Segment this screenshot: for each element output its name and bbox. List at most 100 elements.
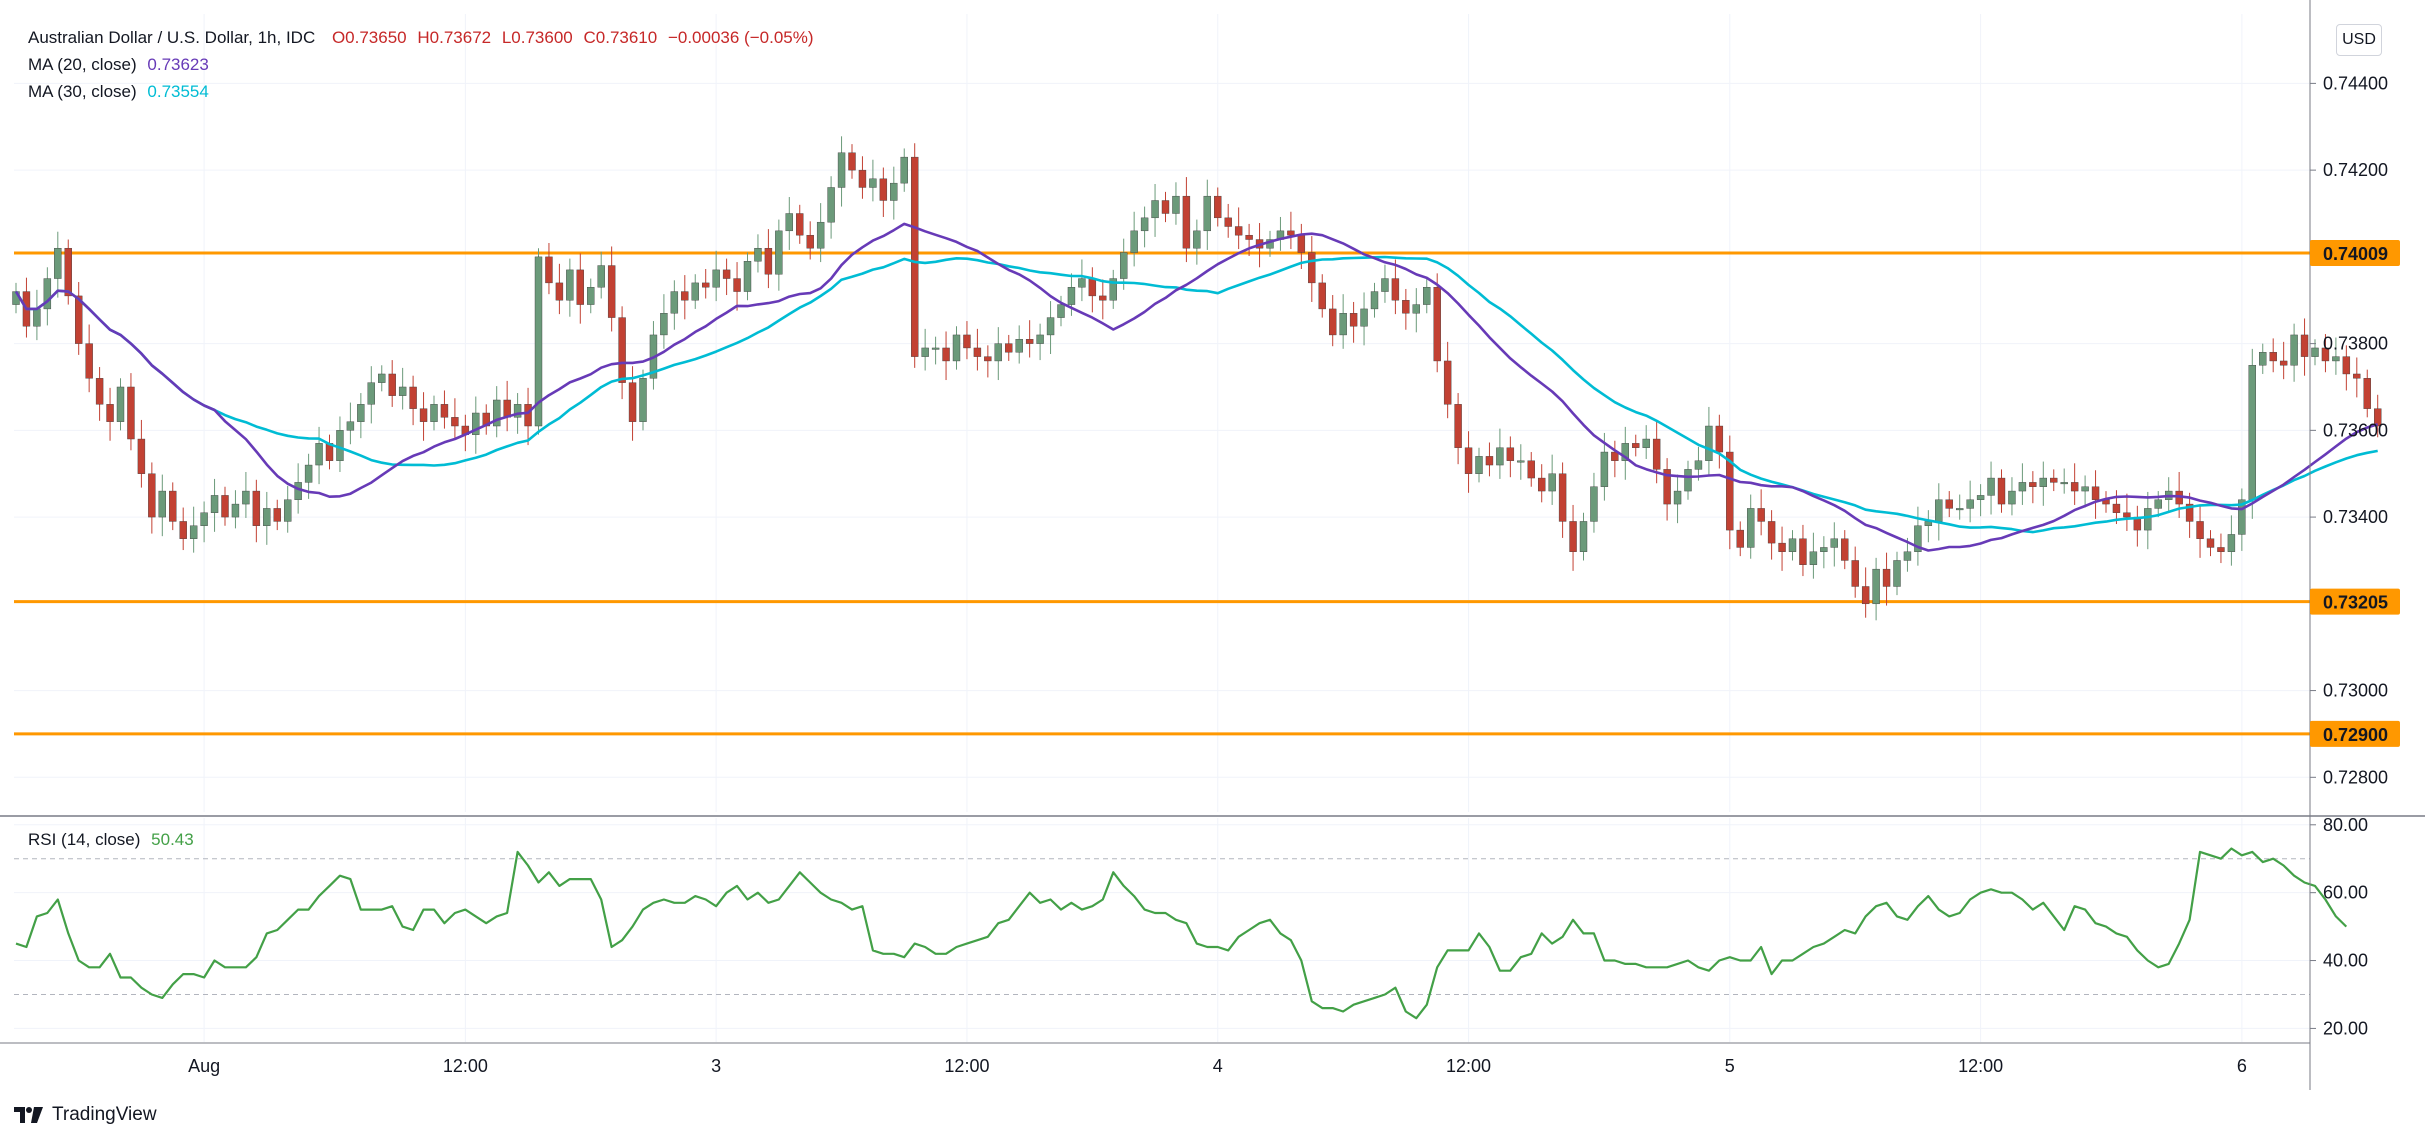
candle-body <box>200 512 208 526</box>
candle-body <box>440 404 449 418</box>
candle-body <box>367 382 375 405</box>
candle-body <box>1130 230 1138 253</box>
candle-body <box>1621 443 1630 461</box>
candle-body <box>681 291 689 301</box>
candle-body <box>2227 534 2236 552</box>
candle-body <box>1140 217 1149 232</box>
candle-body <box>1078 278 1086 288</box>
candle-body <box>2248 365 2257 500</box>
candle-body <box>1757 508 1765 522</box>
candle-body <box>1705 425 1713 461</box>
y-tick-label: 0.73600 <box>2323 420 2388 440</box>
candle-body <box>1935 499 1943 522</box>
candle-body <box>1579 521 1588 552</box>
candle-body <box>179 521 187 539</box>
candle-body <box>1423 287 1431 305</box>
candle-body <box>419 408 428 422</box>
candle-body <box>169 490 177 522</box>
candle-body <box>1517 460 1525 463</box>
level-badge <box>2310 588 2400 615</box>
candle-body <box>1161 200 1170 214</box>
candle-body <box>1537 477 1546 492</box>
candle-body <box>2112 503 2121 513</box>
candle-body <box>1893 560 1901 587</box>
candle-body <box>1830 538 1839 548</box>
candle-body <box>148 473 156 518</box>
candle-body <box>1684 469 1692 492</box>
candle-body <box>702 282 710 288</box>
candle-body <box>764 247 773 275</box>
candle-body <box>806 234 814 249</box>
rsi-legend: RSI (14, close) 50.43 <box>28 826 194 853</box>
candle-body <box>848 152 856 171</box>
candle-body <box>294 482 302 500</box>
candle-body <box>409 386 417 409</box>
candle-body <box>712 269 720 288</box>
candle-body <box>2332 356 2340 362</box>
rsi-tick-label: 20.00 <box>2323 1018 2368 1038</box>
candlesticks <box>12 136 2382 621</box>
candle-body <box>576 269 584 305</box>
candle-body <box>1151 200 1159 219</box>
candle-body <box>1349 313 1358 327</box>
candle-body <box>2008 490 2016 505</box>
ohlc-low: L0.73600 <box>501 28 573 47</box>
candle-body <box>911 156 919 357</box>
candle-body <box>1203 195 1212 232</box>
ma20-label: MA (20, close) <box>28 55 137 74</box>
candle-body <box>1632 443 1640 448</box>
candle-body <box>513 404 522 418</box>
candle-body <box>252 490 261 526</box>
candle-body <box>1841 538 1849 561</box>
x-tick-label: 12:00 <box>944 1056 989 1076</box>
candle-body <box>973 347 982 357</box>
candle-body <box>263 508 271 526</box>
candle-body <box>524 404 532 427</box>
candle-body <box>1652 438 1661 470</box>
level-badge-label: 0.74009 <box>2323 244 2388 264</box>
candle-body <box>743 261 752 292</box>
ohlc-change: −0.00036 (−0.05%) <box>667 28 814 47</box>
x-tick-label: 3 <box>711 1056 721 1076</box>
candle-body <box>189 525 198 539</box>
candle-body <box>2321 347 2330 362</box>
tradingview-logo-icon <box>14 1107 43 1123</box>
x-tick-label: 5 <box>1725 1056 1735 1076</box>
candle-body <box>2144 508 2152 531</box>
tradingview-brand[interactable]: TradingView <box>14 1104 157 1126</box>
candle-body <box>1726 451 1734 531</box>
candle-body <box>116 386 125 422</box>
axes: Aug12:00312:00412:00512:00612:00912:0010… <box>0 0 2425 1090</box>
currency-button[interactable]: USD <box>2336 24 2382 56</box>
candle-body <box>1182 195 1191 249</box>
x-tick-label: 12:00 <box>1958 1056 2003 1076</box>
candle-body <box>1015 339 1023 353</box>
candle-body <box>2050 477 2058 483</box>
candle-body <box>2238 499 2246 535</box>
candle-body <box>210 495 219 513</box>
ma20-legend: MA (20, close) 0.73623 <box>28 51 209 78</box>
candle-body <box>1799 538 1807 565</box>
rsi-tick-label: 60.00 <box>2323 883 2368 903</box>
candle-body <box>1809 551 1818 565</box>
candle-body <box>85 343 93 379</box>
candle-body <box>994 343 1002 362</box>
candle-body <box>879 178 888 201</box>
candle-body <box>2342 356 2351 375</box>
ohlc-high: H0.73672 <box>417 28 492 47</box>
candle-body <box>2091 486 2100 500</box>
y-tick-label: 0.73400 <box>2323 507 2388 527</box>
candle-body <box>1109 278 1117 301</box>
candle-body <box>1381 278 1389 292</box>
candle-body <box>1057 304 1065 318</box>
candle-body <box>1767 521 1776 544</box>
candle-body <box>315 443 323 466</box>
candle-body <box>754 247 762 262</box>
candle-body <box>1454 404 1462 448</box>
candle-body <box>1882 568 1891 587</box>
candle-body <box>1485 456 1494 466</box>
candle-body <box>493 399 501 427</box>
candle-body <box>284 499 292 522</box>
y-tick-label: 0.74200 <box>2323 160 2388 180</box>
